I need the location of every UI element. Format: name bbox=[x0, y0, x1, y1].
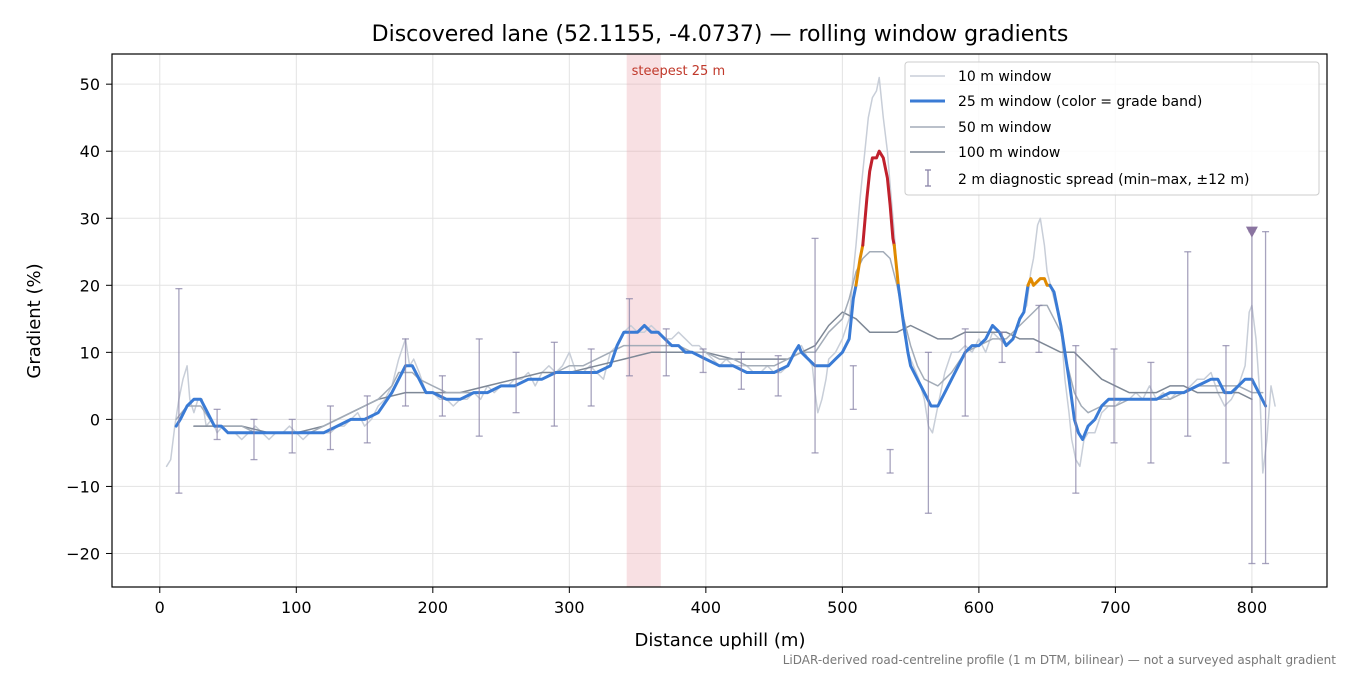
diagnostic-spread-bar bbox=[699, 348, 707, 374]
diagnostic-spread-bar bbox=[175, 288, 183, 494]
x-tick-label: 300 bbox=[554, 598, 585, 617]
footer-note: LiDAR-derived road-centreline profile (1… bbox=[783, 653, 1337, 667]
x-tick-label: 0 bbox=[155, 598, 165, 617]
plot-frame bbox=[111, 53, 1328, 588]
diagnostic-spread-bar bbox=[288, 418, 296, 454]
series-lines bbox=[165, 76, 1276, 474]
x-tick-label: 400 bbox=[691, 598, 722, 617]
axis-ticks: 0 100 200 300 400 500 600 700 800 −20 −10 0 10 20 30 40… bbox=[66, 75, 1267, 617]
y-tick-label: 0 bbox=[90, 410, 100, 429]
highlight-band-rect bbox=[626, 54, 661, 587]
marker-layer bbox=[1245, 226, 1258, 238]
x-tick-label: 600 bbox=[964, 598, 995, 617]
y-tick-label: 20 bbox=[80, 276, 100, 295]
diagnostic-spread-bar bbox=[1035, 304, 1043, 353]
diagnostic-spread-bar bbox=[737, 351, 745, 390]
x-tick-label: 500 bbox=[827, 598, 858, 617]
y-tick-label: −10 bbox=[66, 477, 100, 496]
diagnostic-spread-bar bbox=[438, 375, 446, 417]
highlight-band: steepest 25 m bbox=[626, 54, 725, 587]
x-tick-label: 100 bbox=[281, 598, 312, 617]
x-tick-label: 800 bbox=[1237, 598, 1268, 617]
diagnostic-spread-bar bbox=[550, 341, 558, 427]
chart-title: Discovered lane (52.1155, -4.0737) — rol… bbox=[372, 22, 1069, 47]
series-line-2 bbox=[175, 251, 1264, 434]
y-tick-label: 40 bbox=[80, 142, 100, 161]
legend-label-25m: 25 m window (color = grade band) bbox=[958, 94, 1202, 110]
series-25m-segment-mid bbox=[1026, 277, 1052, 287]
diagnostic-spread-bar bbox=[961, 328, 969, 417]
diagnostic-spread-bar bbox=[1222, 344, 1230, 464]
x-tick-label: 200 bbox=[418, 598, 449, 617]
diagnostic-spread-bar bbox=[811, 237, 819, 454]
legend-box bbox=[904, 61, 1320, 196]
diagnostic-spread-bar bbox=[886, 448, 894, 474]
diagnostic-spread-bar bbox=[662, 328, 670, 377]
diagnostic-spread-bar bbox=[326, 405, 334, 451]
series-25m-segment-high bbox=[861, 149, 896, 247]
legend: 10 m window 25 m window (color = grade b… bbox=[904, 61, 1320, 196]
series-25m-segment-low bbox=[1048, 283, 1268, 441]
y-tick-label: 50 bbox=[80, 75, 100, 94]
x-tick-label: 700 bbox=[1100, 598, 1131, 617]
diagnostic-spread-bar bbox=[774, 355, 782, 397]
diagnostic-spread-bar bbox=[1147, 361, 1155, 464]
series-25m-segment-low bbox=[896, 283, 1030, 408]
diagnostic-spread-bar bbox=[213, 408, 221, 441]
diagnostic-spread-bar bbox=[587, 348, 595, 407]
diagnostic-spread-bar bbox=[475, 338, 483, 437]
x-axis-label: Distance uphill (m) bbox=[635, 630, 806, 651]
y-tick-label: 10 bbox=[80, 343, 100, 362]
diagnostic-spread-bar bbox=[512, 351, 520, 414]
diagnostic-spread-bar bbox=[924, 351, 932, 514]
y-tick-label: 30 bbox=[80, 209, 100, 228]
legend-swatch-errorbar bbox=[925, 169, 931, 187]
legend-label-50m: 50 m window bbox=[958, 120, 1051, 136]
legend-label-errorbar: 2 m diagnostic spread (min–max, ±12 m) bbox=[958, 172, 1249, 188]
diagnostic-spread-bar bbox=[1262, 231, 1270, 565]
series-25m-segment-mid bbox=[892, 243, 900, 287]
y-axis-label: Gradient (%) bbox=[24, 263, 45, 378]
diagnostic-spread-bar bbox=[250, 418, 258, 461]
diagnostic-spread-bar bbox=[998, 331, 1006, 364]
legend-label-10m: 10 m window bbox=[958, 69, 1051, 85]
series-line-3 bbox=[193, 311, 1253, 434]
diagnostic-spread-bars bbox=[175, 231, 1270, 565]
highlight-band-label: steepest 25 m bbox=[632, 64, 725, 79]
diagnostic-spread-bar bbox=[625, 298, 633, 377]
diagnostic-spread-bar bbox=[1110, 348, 1118, 444]
series-25m-segment-low bbox=[174, 283, 858, 435]
diagnostic-spread-bar bbox=[363, 395, 371, 444]
diagnostic-spread-bar bbox=[849, 365, 857, 410]
diagnostic-spread-bar bbox=[1072, 344, 1080, 494]
marker-triangle bbox=[1245, 226, 1258, 238]
legend-label-100m: 100 m window bbox=[958, 145, 1060, 161]
diagnostic-spread-bar bbox=[402, 338, 410, 407]
y-tick-label: −20 bbox=[66, 544, 100, 563]
diagnostic-spread-bar bbox=[1184, 251, 1192, 437]
series-25m-segment-mid bbox=[854, 243, 865, 287]
